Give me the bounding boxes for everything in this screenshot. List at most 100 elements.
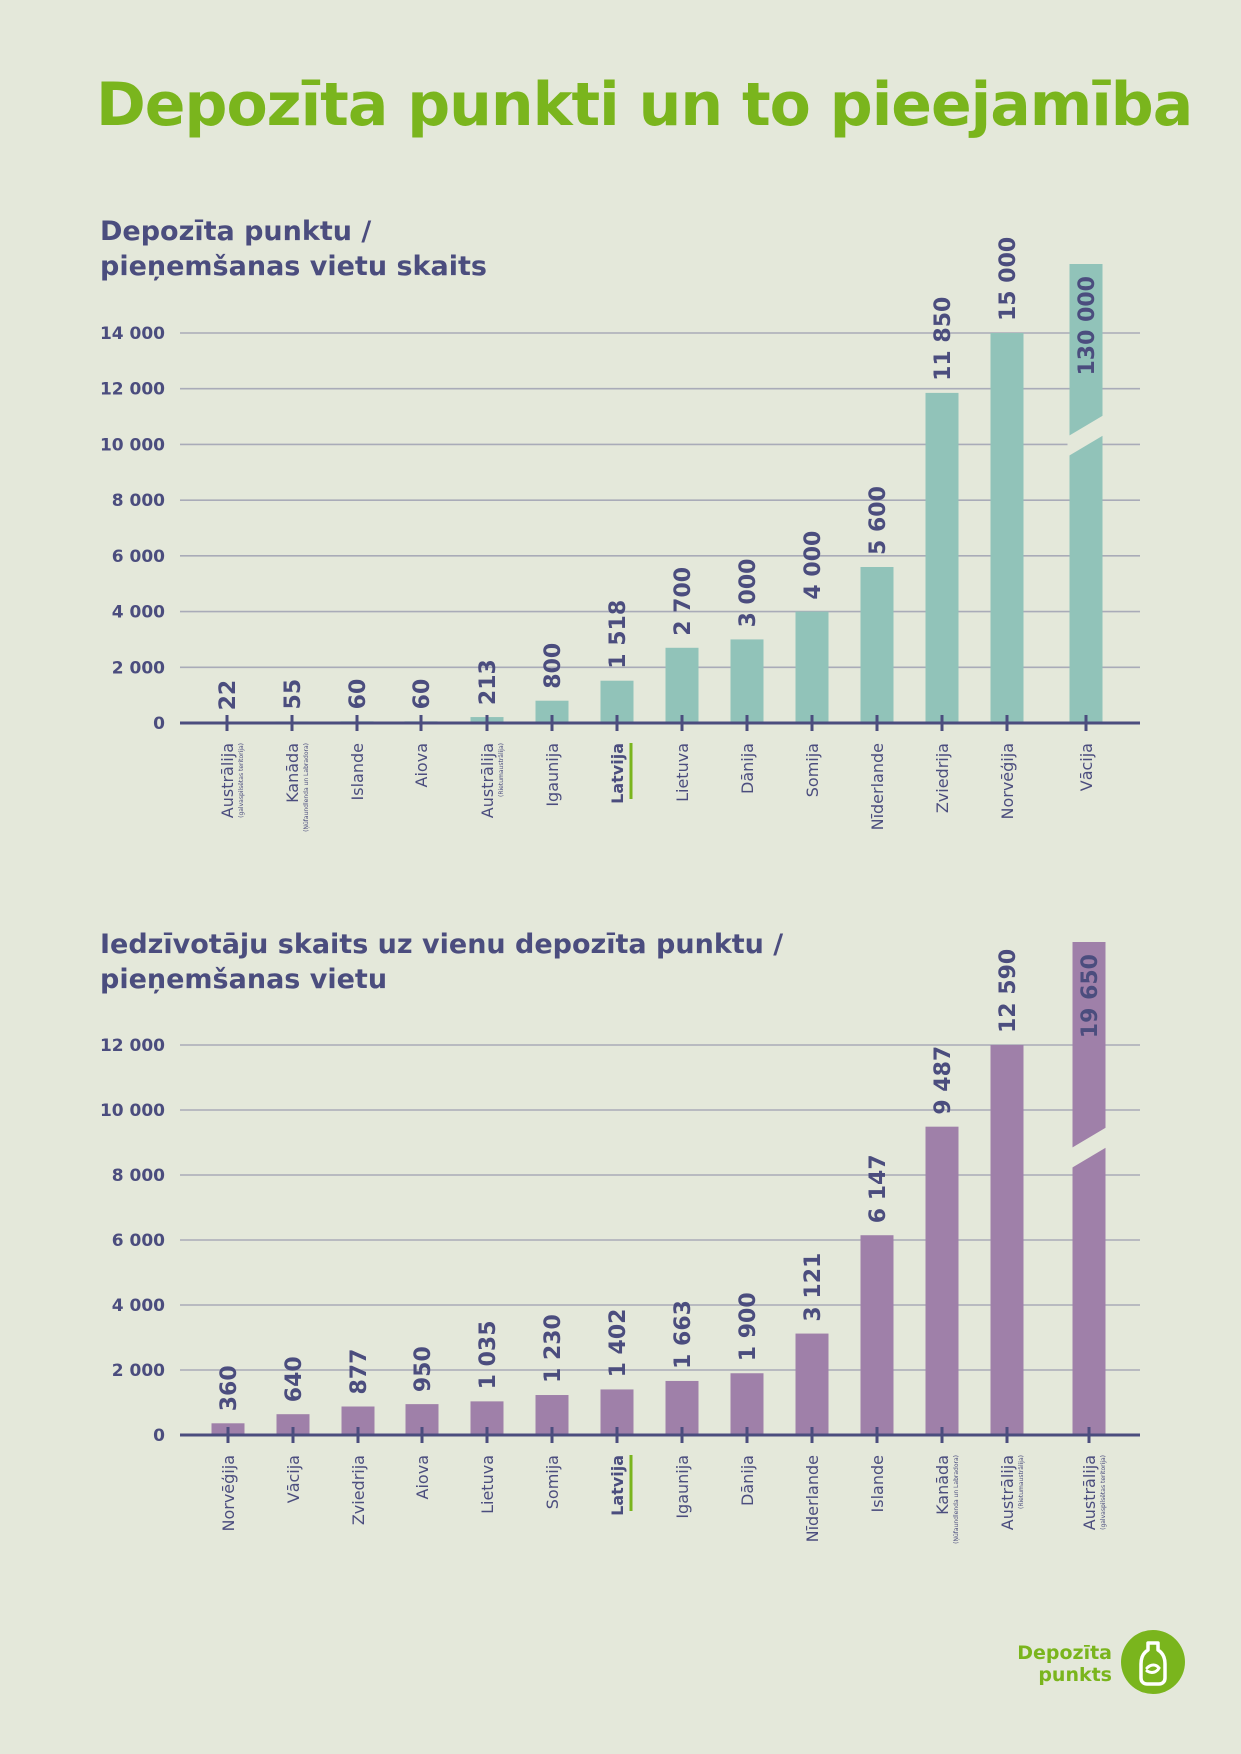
- x-tick-label: Lietuva: [478, 1455, 497, 1514]
- x-tick-label: Vācija: [1077, 743, 1096, 791]
- x-tick-label: Igaunija: [543, 743, 562, 807]
- logo-line1: Depozīta: [1017, 1642, 1112, 1664]
- x-tick-label: Vācija: [284, 1455, 303, 1503]
- data-label: 60: [346, 679, 371, 710]
- x-tick-label: Nīderlande: [868, 743, 887, 830]
- y-tick-label: 10 000: [100, 435, 165, 455]
- data-label: 4 000: [801, 531, 826, 600]
- page-title: Depozīta punkti un to pieejamība: [96, 70, 1193, 140]
- data-label: 19 650: [1078, 954, 1103, 1038]
- axis-break: [1067, 414, 1105, 457]
- data-label: 11 850: [931, 297, 956, 381]
- x-tick-note: (Rietumaustrālija): [498, 743, 505, 797]
- axis-break: [1070, 1126, 1108, 1169]
- data-label: 130 000: [1075, 276, 1100, 376]
- data-label: 3 000: [736, 559, 761, 628]
- bar: [276, 1414, 310, 1435]
- x-tick-note: (Rietumaustrālija): [1018, 1455, 1025, 1509]
- x-tick-label: Islande: [348, 743, 367, 800]
- data-label: 1 518: [606, 600, 631, 669]
- x-tick-note: (galvaspilsētas teritorija): [1100, 1455, 1107, 1530]
- bar: [925, 392, 959, 723]
- chart1-title-line1: Depozīta punktu /: [100, 216, 372, 247]
- bar: [1069, 264, 1103, 723]
- bar: [990, 333, 1024, 723]
- x-tick-label: Austrālija: [218, 743, 237, 818]
- x-tick-label: Latvija: [608, 743, 627, 804]
- x-tick-label: Zviedrija: [933, 743, 952, 813]
- data-label: 640: [282, 1356, 307, 1402]
- y-tick-label: 4 000: [112, 603, 165, 623]
- x-tick-note: (Ņūfaundlenda un Labradora): [953, 1455, 960, 1544]
- data-label: 12 590: [996, 949, 1021, 1033]
- chart1-title: Depozīta punktu / pieņemšanas vietu skai…: [100, 214, 487, 284]
- x-tick-label: Somija: [803, 743, 822, 797]
- data-label: 877: [347, 1349, 372, 1395]
- y-tick-label: 0: [153, 714, 165, 734]
- data-label: 3 121: [801, 1253, 826, 1322]
- data-label: 2 700: [671, 567, 696, 636]
- bar: [860, 1235, 894, 1435]
- data-label: 360: [217, 1365, 242, 1411]
- y-tick-label: 4 000: [112, 1296, 165, 1316]
- bar: [1072, 942, 1106, 1435]
- data-label: 950: [411, 1346, 436, 1392]
- x-tick-label: Austrālija: [478, 743, 497, 818]
- logo-line2: punkts: [1038, 1664, 1112, 1686]
- bar: [665, 1380, 699, 1435]
- y-tick-label: 10 000: [100, 1101, 165, 1121]
- y-tick-label: 2 000: [112, 1361, 165, 1381]
- data-label: 15 000: [996, 237, 1021, 321]
- y-tick-label: 6 000: [112, 1231, 165, 1251]
- data-label: 800: [541, 643, 566, 689]
- data-label: 1 230: [541, 1314, 566, 1383]
- bar: [990, 1045, 1024, 1435]
- y-tick-label: 0: [153, 1426, 165, 1446]
- data-label: 22: [216, 680, 241, 711]
- x-tick-label: Dānija: [738, 1455, 757, 1506]
- data-label: 5 600: [866, 486, 891, 555]
- x-tick-label: Norvēģija: [998, 743, 1017, 820]
- y-tick-label: 12 000: [100, 1036, 165, 1056]
- x-tick-note: (galvaspilsētas teritorija): [238, 743, 245, 818]
- y-tick-label: 14 000: [100, 324, 165, 344]
- chart2-title-line1: Iedzīvotāju skaits uz vienu depozīta pun…: [100, 929, 784, 960]
- data-label: 1 402: [606, 1309, 631, 1378]
- data-label: 1 663: [671, 1300, 696, 1369]
- data-label: 1 035: [476, 1320, 501, 1389]
- x-tick-label: Kanāda: [933, 1455, 952, 1515]
- x-tick-label: Igaunija: [673, 1455, 692, 1519]
- data-label: 6 147: [866, 1154, 891, 1223]
- deposit-points-chart: 0 2 000 4 000 6 000 8 000 10 000 12 000 14 000 2…: [100, 237, 1140, 832]
- x-tick-label: Austrālija: [998, 1455, 1017, 1530]
- data-label: 1 900: [736, 1292, 761, 1361]
- bar: [730, 639, 764, 723]
- y-tick-label: 12 000: [100, 380, 165, 400]
- data-label: 60: [410, 679, 435, 710]
- x-tick-label: Nīderlande: [803, 1455, 822, 1542]
- bottle-icon: [1121, 1630, 1185, 1694]
- data-label: 55: [281, 679, 306, 710]
- data-label: 9 487: [931, 1046, 956, 1115]
- x-tick-label: Kanāda: [283, 743, 302, 803]
- x-tick-note: (Ņūfaundlenda un Labradora): [303, 743, 310, 832]
- chart1-title-line2: pieņemšanas vietu skaits: [100, 251, 487, 282]
- bar: [730, 1373, 764, 1435]
- y-tick-label: 2 000: [112, 658, 165, 678]
- y-tick-label: 8 000: [112, 491, 165, 511]
- chart2-title-line2: pieņemšanas vietu: [100, 964, 388, 995]
- x-tick-label: Latvija: [608, 1455, 627, 1516]
- chart2-title: Iedzīvotāju skaits uz vienu depozīta pun…: [100, 927, 783, 997]
- x-tick-label: Austrālija: [1080, 1455, 1099, 1530]
- data-label: 213: [476, 659, 501, 705]
- brand-logo: Depozīta punkts: [1010, 1628, 1185, 1698]
- bar: [795, 611, 829, 723]
- bar: [795, 1333, 829, 1435]
- x-tick-label: Islande: [868, 1455, 887, 1512]
- y-tick-label: 8 000: [112, 1166, 165, 1186]
- bar: [665, 647, 699, 723]
- x-tick-label: Norvēģija: [219, 1455, 238, 1532]
- x-tick-label: Aiova: [412, 743, 431, 787]
- x-tick-label: Zviedrija: [349, 1455, 368, 1525]
- bar: [925, 1126, 959, 1435]
